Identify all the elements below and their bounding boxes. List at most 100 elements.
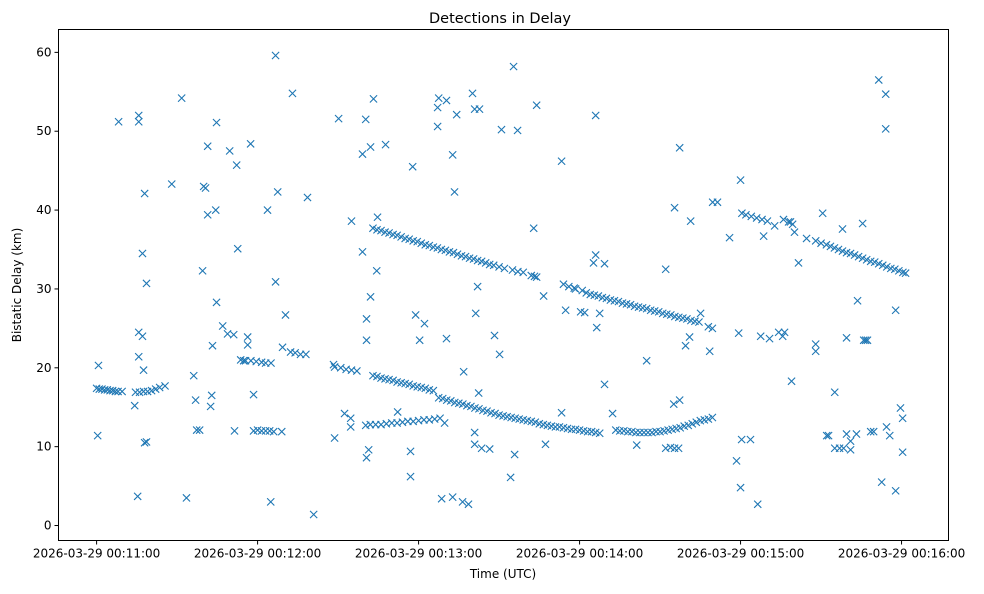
data-point [495,350,504,359]
data-point [817,239,826,248]
data-point [477,444,486,453]
x-tick-label: 2026-03-29 00:15:00 [677,547,804,561]
data-point [561,306,570,315]
data-point [151,385,160,394]
data-point [870,258,879,267]
data-point [684,421,693,430]
data-point [846,437,855,446]
y-tick-label: 10 [36,440,51,454]
data-point [406,472,415,481]
data-point [708,324,717,333]
x-axis-label: Time (UTC) [469,567,536,581]
data-point [882,422,891,431]
data-point [784,217,793,226]
data-point [229,330,238,339]
data-point [206,402,215,411]
data-point [364,445,373,454]
data-point [458,497,467,506]
data-point [140,438,149,447]
data-point [433,243,442,252]
data-point [891,306,900,315]
data-point [765,334,774,343]
data-point [385,228,394,237]
data-point [453,250,462,259]
data-point [741,210,750,219]
data-point [452,110,461,119]
data-point [497,125,506,134]
data-point [530,272,539,281]
data-point [466,402,475,411]
data-point [632,441,641,450]
data-point [580,308,589,317]
data-point [271,51,280,60]
data-point [155,383,164,392]
data-point [794,258,803,267]
data-point [420,319,429,328]
data-point [449,248,458,257]
data-point [839,444,848,453]
data-point [459,367,468,376]
data-point [532,101,541,110]
data-point [393,407,402,416]
data-point [685,333,694,342]
y-tick-label: 30 [36,282,51,296]
data-point [734,329,743,338]
data-point [281,310,290,319]
data-point [531,418,540,427]
data-point [406,447,415,456]
data-point [682,314,691,323]
data-point [201,184,210,192]
data-point [866,427,875,436]
data-point [818,209,827,218]
data-point [442,334,451,343]
data-point [834,245,843,254]
data-point [336,363,345,372]
y-axis-ticks: 0 10 20 30 40 50 60 [36,45,59,533]
data-point [529,224,538,233]
data-point [666,310,675,319]
data-point [340,409,349,418]
data-point [130,401,139,410]
data-point [846,249,855,258]
data-point [433,122,442,131]
data-point [358,150,367,159]
data-point [737,209,746,218]
data-point [448,493,457,502]
data-point [675,143,684,152]
data-point [271,277,280,286]
data-point [446,396,455,405]
data-point [93,431,102,440]
data-point [278,343,287,352]
chart-title: Detections in Delay [429,11,571,27]
data-point [212,118,221,127]
data-point [830,243,839,252]
data-point [177,94,186,103]
data-point [437,494,446,503]
data-point [464,500,473,509]
data-point [468,89,477,98]
data-point [822,431,831,440]
data-point [513,126,522,135]
data-point [898,268,907,277]
data-point [461,252,470,261]
data-point [415,336,424,345]
data-point [477,257,486,266]
data-point [539,292,548,301]
data-point [826,242,835,251]
data-point [469,254,478,263]
data-point [483,407,491,416]
x-tick-label: 2026-03-29 00:16:00 [838,547,965,561]
data-point [212,298,221,307]
data-point [134,111,143,120]
data-point [654,307,663,316]
data-point [692,418,701,427]
data-point [863,336,872,345]
x-tick-label: 2026-03-29 00:14:00 [516,547,643,561]
data-point [301,350,310,359]
data-point [246,139,255,148]
data-point [874,259,883,268]
data-point [686,217,695,226]
data-point [779,215,788,224]
data-point [346,422,355,431]
data-point [732,456,741,465]
